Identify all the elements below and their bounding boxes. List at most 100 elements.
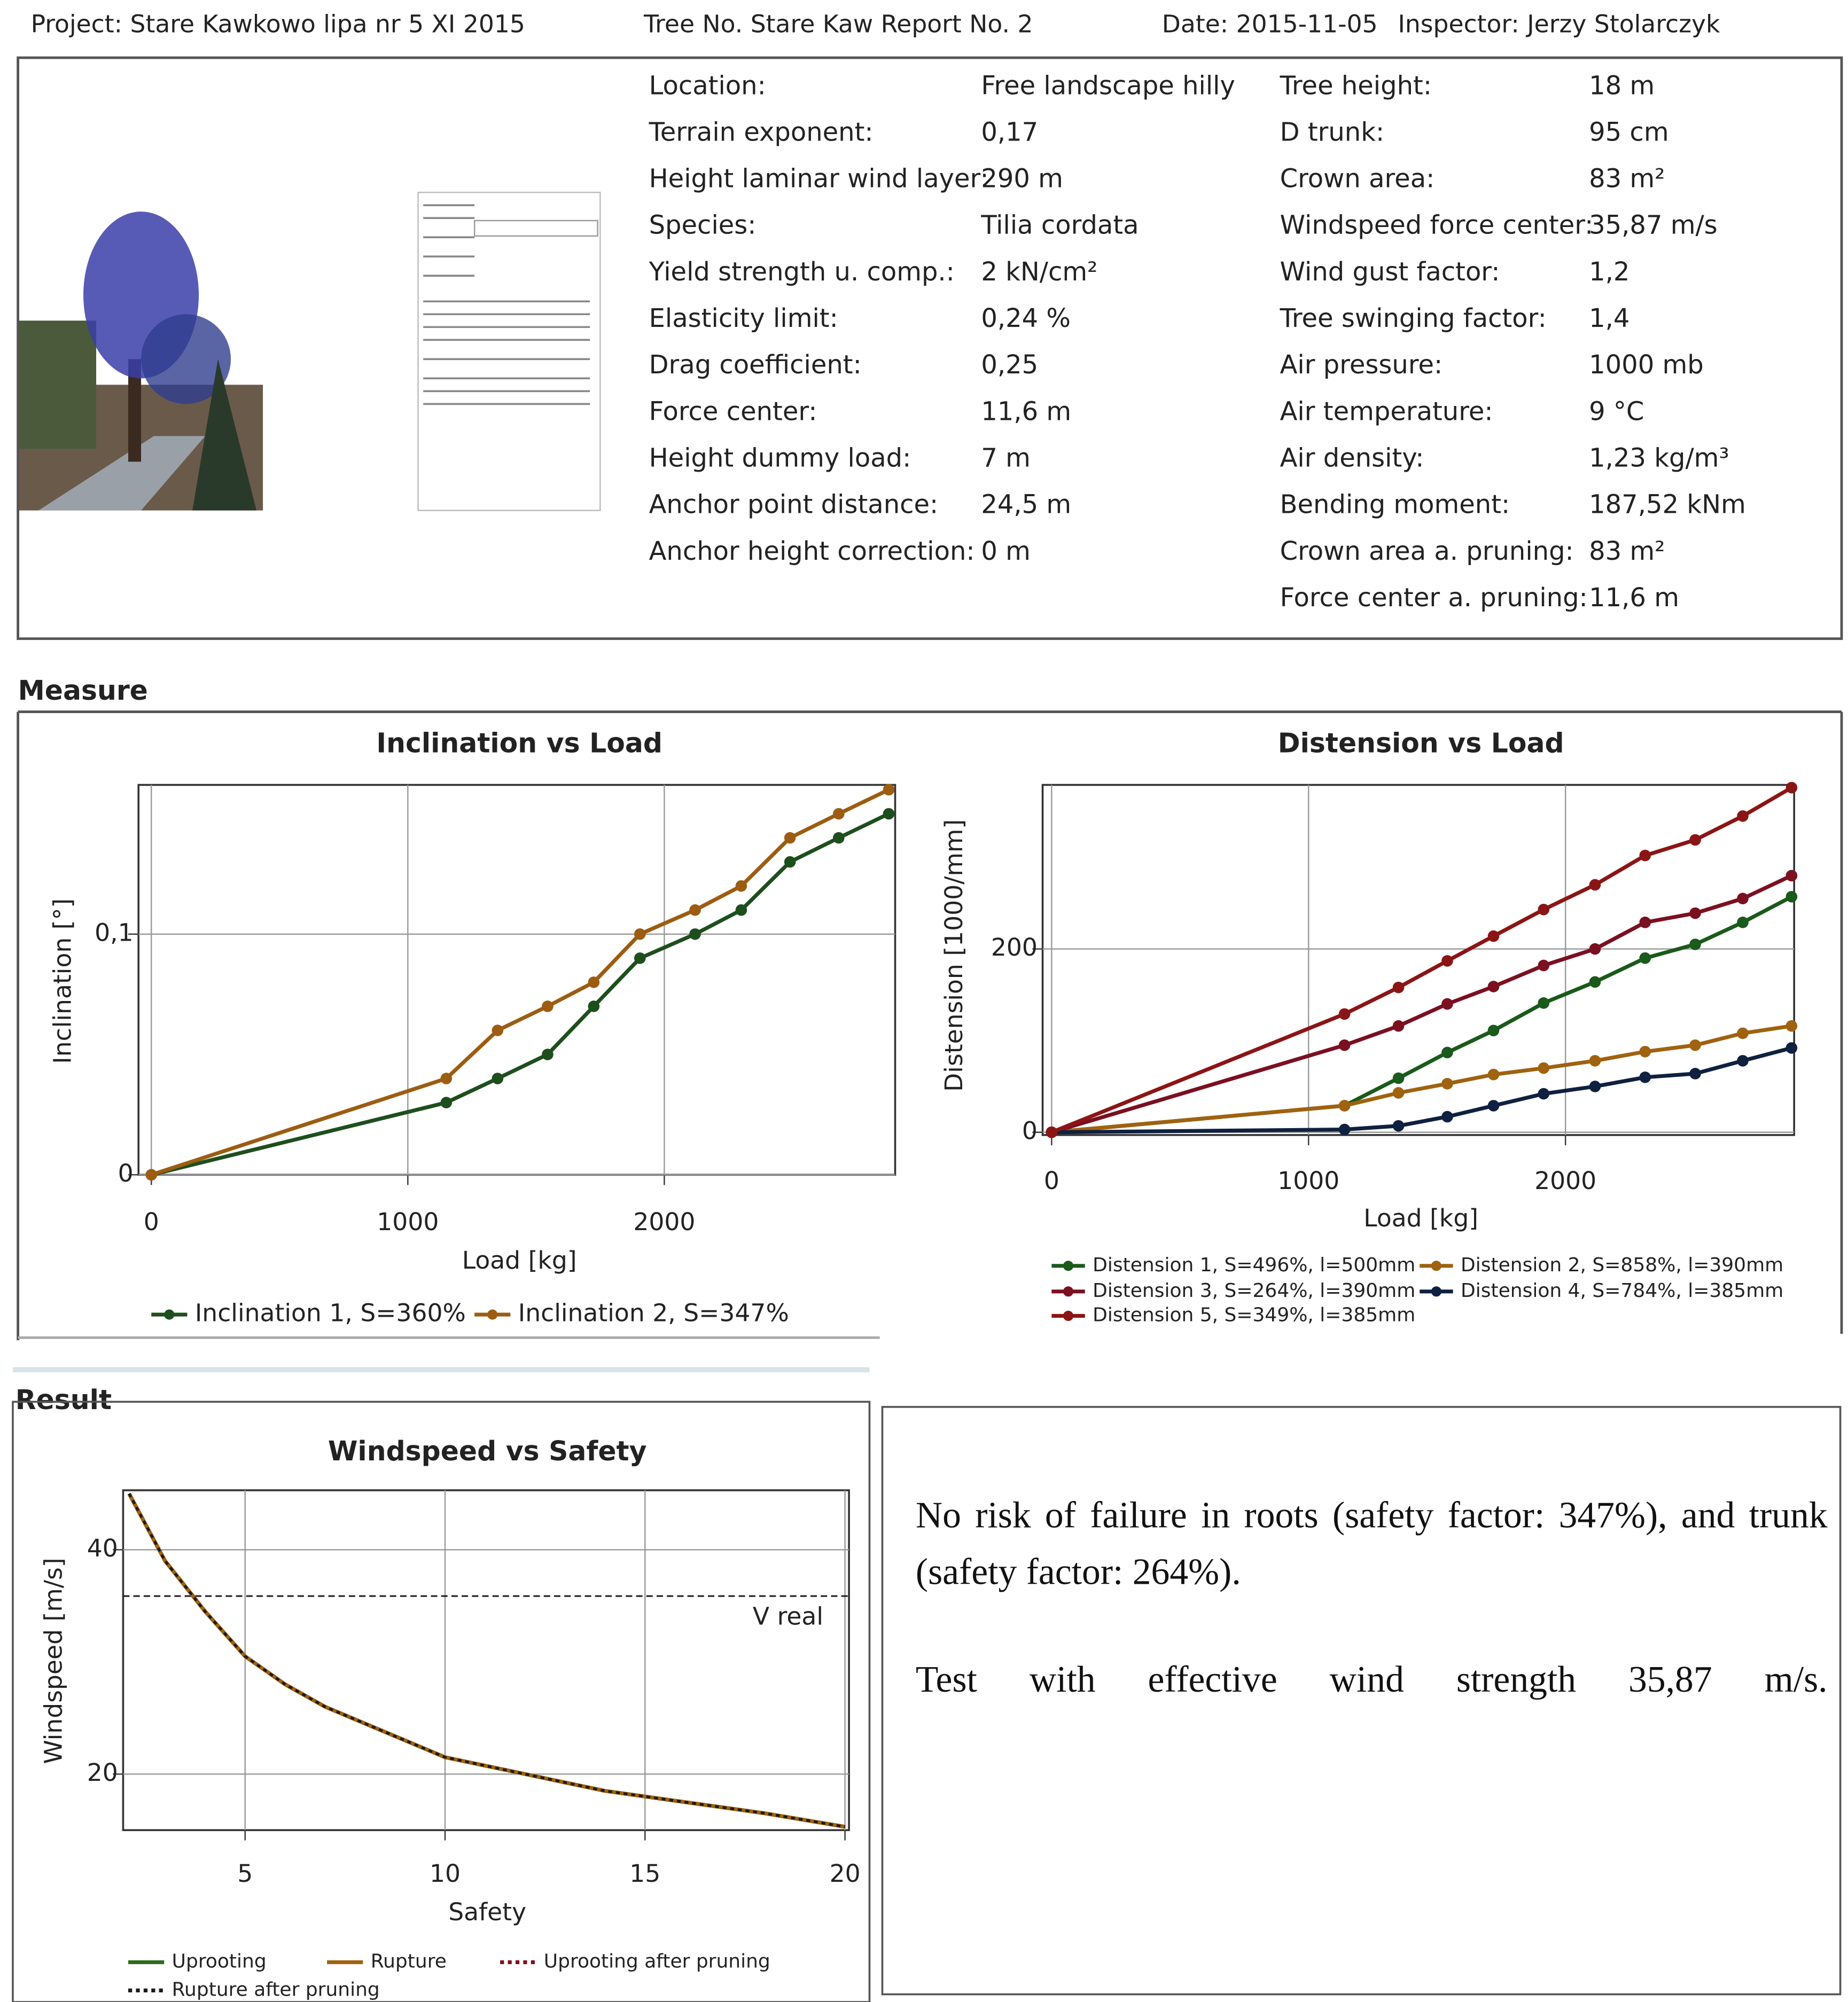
data-point <box>735 880 747 892</box>
data-point <box>440 1073 453 1084</box>
result-text-body: No risk of failure in roots (safety fact… <box>898 1488 1828 1708</box>
param-label: Air temperature: <box>1280 396 1493 426</box>
y-tick-label: 40 <box>87 1534 118 1562</box>
param-label: Yield strength u. comp.: <box>649 257 955 287</box>
legend-label: Rupture <box>371 1951 447 1973</box>
chart-title: Windspeed vs Safety <box>328 1435 647 1467</box>
data-point <box>1338 1008 1351 1020</box>
param-value: 0,24 % <box>981 303 1071 333</box>
data-point <box>1737 893 1749 905</box>
series-line <box>128 1493 845 1828</box>
data-point <box>1538 959 1550 972</box>
data-point <box>1737 1055 1749 1067</box>
data-point <box>1589 1055 1601 1067</box>
param-label: D trunk: <box>1280 117 1385 147</box>
data-point <box>1785 870 1798 882</box>
data-point <box>1737 810 1749 822</box>
data-point <box>883 784 895 796</box>
x-axis-label: Safety <box>448 1898 526 1926</box>
param-label: Wind gust factor: <box>1280 257 1500 287</box>
param-value: 83 m² <box>1589 164 1665 194</box>
x-tick-label: 15 <box>629 1859 660 1888</box>
data-point <box>1639 917 1651 928</box>
data-point <box>634 928 646 940</box>
param-value: 9 °C <box>1589 396 1644 426</box>
data-point <box>1689 907 1701 919</box>
data-point <box>1737 917 1749 928</box>
x-tick-label: 1000 <box>1277 1167 1339 1195</box>
tree-photo <box>19 192 263 511</box>
data-point <box>1538 903 1550 916</box>
data-point <box>1538 1062 1550 1074</box>
param-label: Force center: <box>649 396 817 426</box>
param-value: 11,6 m <box>1589 583 1679 613</box>
data-point <box>440 1097 453 1108</box>
data-point <box>1441 1046 1453 1059</box>
data-point <box>1639 1045 1651 1058</box>
param-value: 0 m <box>981 536 1031 566</box>
data-point <box>1046 1126 1058 1138</box>
param-value: 0,17 <box>981 117 1038 147</box>
param-value: 18 m <box>1589 71 1655 100</box>
legend-marker <box>1063 1261 1074 1271</box>
data-point <box>1392 1087 1405 1099</box>
data-point <box>883 808 895 820</box>
legend-marker <box>1063 1286 1074 1297</box>
param-value: 11,6 m <box>981 396 1071 426</box>
reference-label: V real <box>753 1602 823 1630</box>
y-tick-label: 0 <box>1022 1116 1038 1145</box>
data-point <box>1639 1071 1651 1083</box>
data-point <box>1689 1068 1701 1080</box>
data-point <box>145 1169 158 1181</box>
param-value: 1,2 <box>1589 257 1629 287</box>
param-value: 7 m <box>981 443 1031 473</box>
plot-area <box>137 784 896 1176</box>
data-point <box>735 904 747 916</box>
data-point <box>1487 1068 1500 1081</box>
legend-marker <box>1063 1310 1074 1321</box>
data-point <box>1785 1020 1798 1032</box>
param-label: Drag coefficient: <box>649 350 862 380</box>
tree-no: Tree No. Stare Kaw Report No. 2 <box>643 10 1033 38</box>
param-label: Crown area a. pruning: <box>1280 536 1574 566</box>
section-title: Measure <box>18 675 148 706</box>
data-point <box>1589 976 1601 988</box>
plot-area <box>1041 784 1795 1136</box>
x-tick-label: 2000 <box>633 1208 695 1236</box>
param-value: 83 m² <box>1589 536 1665 566</box>
x-tick-label: 0 <box>1044 1167 1059 1195</box>
param-label: Height dummy load: <box>649 443 911 473</box>
date: Date: 2015-11-05 <box>1162 10 1378 38</box>
measure-border <box>17 710 1843 1341</box>
param-label: Anchor point distance: <box>649 490 939 520</box>
param-label: Air pressure: <box>1280 350 1443 380</box>
data-point <box>784 832 796 844</box>
y-axis-label: Windspeed [m/s] <box>40 1558 68 1764</box>
data-point <box>1338 1123 1351 1136</box>
data-point <box>542 1000 553 1012</box>
data-point <box>1392 981 1405 994</box>
data-point <box>833 808 845 820</box>
data-point <box>1589 879 1601 891</box>
data-point <box>1338 1100 1351 1112</box>
data-point <box>1785 781 1798 794</box>
data-point <box>1441 998 1453 1010</box>
x-tick-label: 0 <box>144 1208 159 1236</box>
data-point <box>634 952 646 964</box>
data-point <box>1737 1027 1749 1039</box>
inspector: Inspector: Jerzy Stolarczyk <box>1398 10 1720 38</box>
param-label: Height laminar wind layer: <box>649 164 989 194</box>
data-point <box>588 976 600 988</box>
legend-label: Uprooting <box>172 1951 267 1973</box>
data-point <box>784 856 796 868</box>
data-point <box>1639 952 1651 964</box>
data-point <box>1689 834 1701 846</box>
data-point <box>1392 1020 1405 1032</box>
param-value: 0,25 <box>981 350 1038 380</box>
data-point <box>1785 890 1798 903</box>
param-label: Crown area: <box>1280 164 1435 194</box>
param-label: Location: <box>649 71 766 100</box>
data-point <box>1785 1042 1798 1054</box>
result-line: Test with effective wind strength 35,87 … <box>915 1659 1828 1701</box>
